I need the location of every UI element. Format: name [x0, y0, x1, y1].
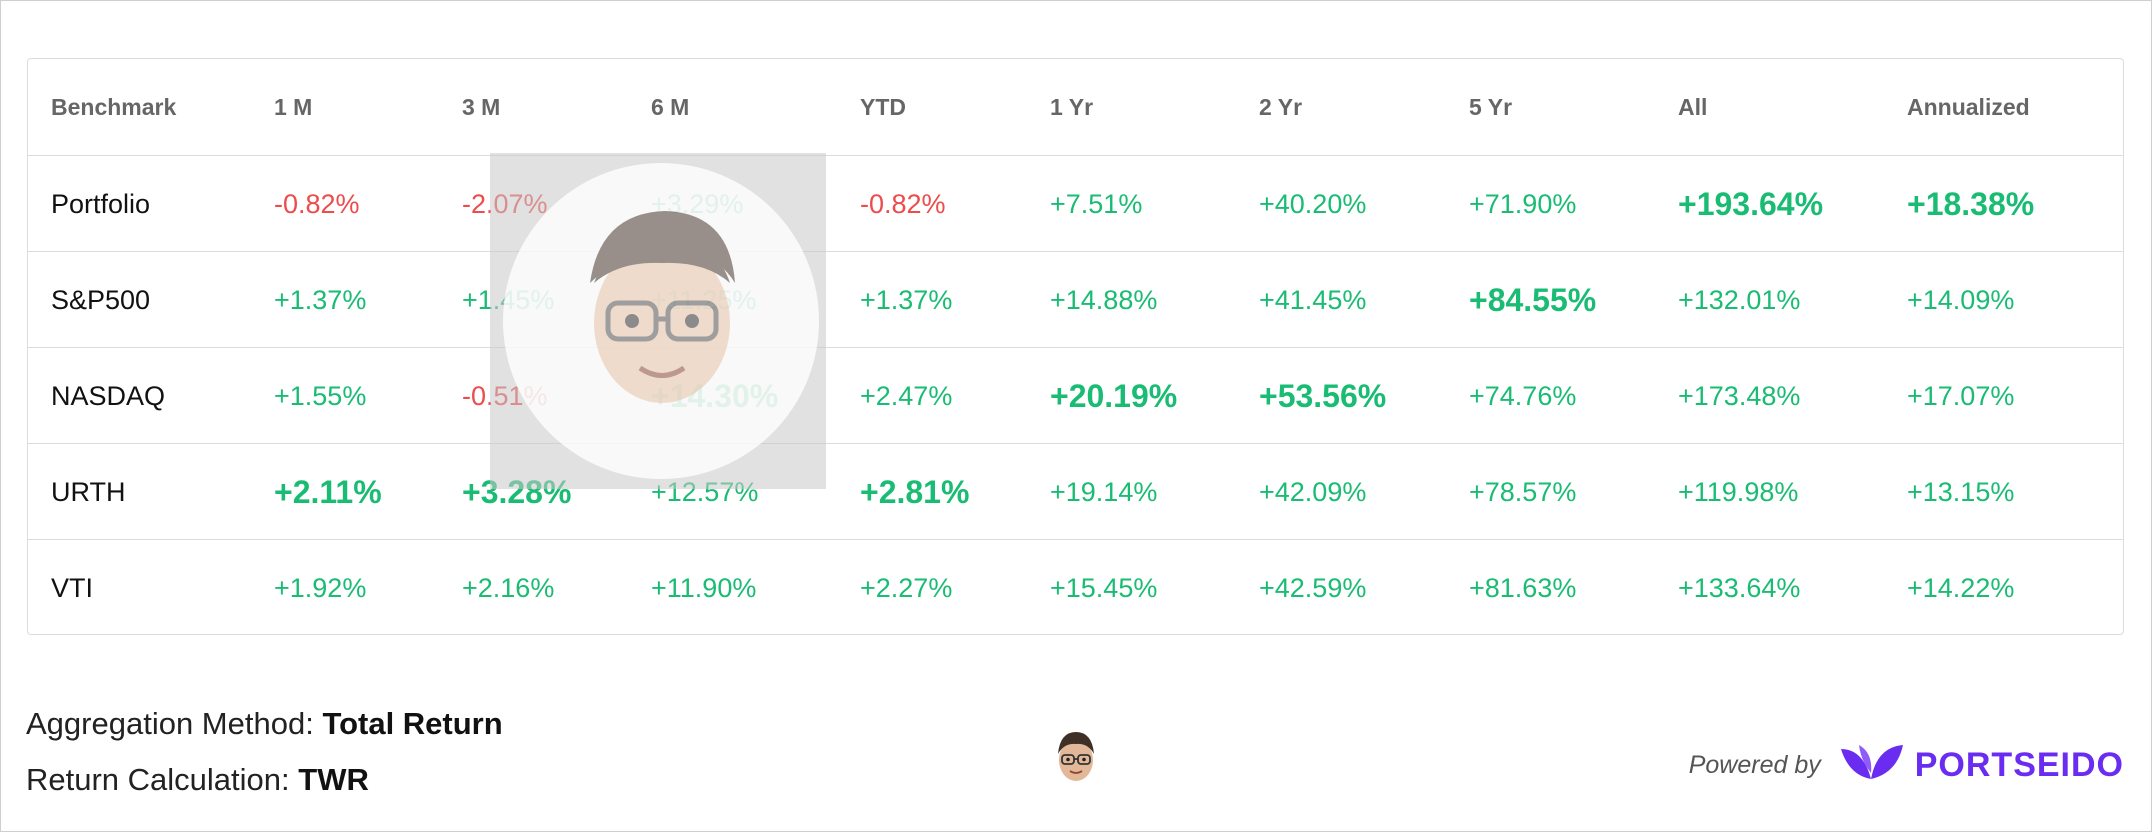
return-value-cell: +11.25% [651, 284, 757, 315]
return-value-cell: +53.56% [1259, 377, 1387, 414]
return-value-cell: +81.63% [1469, 572, 1577, 603]
table-row: VTI +1.92% +2.16% +11.90% +2.27% +15.45% +42.5… [28, 539, 2123, 636]
column-header[interactable]: YTD [860, 93, 906, 120]
return-calculation: Return Calculation: TWR [26, 762, 369, 798]
return-value-cell: +132.01% [1678, 284, 1801, 315]
powered-by-badge[interactable]: Powered by PORTSEIDO [1689, 743, 2124, 788]
return-value-cell: +133.64% [1678, 572, 1801, 603]
return-value-cell: +1.92% [274, 572, 367, 603]
table-header-row: Benchmark 1 M 3 M 6 M YTD 1 Yr 2 Yr 5 Yr All Annu… [28, 59, 2123, 155]
aggregation-label: Aggregation Method: [26, 706, 314, 741]
return-value-cell: +2.81% [860, 473, 970, 510]
aggregation-method: Aggregation Method: Total Return [26, 706, 503, 742]
benchmark-name: Portfolio [51, 188, 151, 219]
return-value-cell: +3.29% [651, 188, 744, 219]
column-header[interactable]: 1 Yr [1050, 93, 1094, 120]
table-row: NASDAQ +1.55% -0.51% +14.30% +2.47% +20.19% +5… [28, 347, 2123, 444]
portseido-logo-icon [1839, 743, 1905, 788]
return-value-cell: +173.48% [1678, 380, 1801, 411]
memoji-avatar-icon [1050, 726, 1102, 791]
return-value-cell: +1.37% [860, 284, 953, 315]
return-value-cell: +84.55% [1469, 281, 1597, 318]
column-header[interactable]: Annualized [1907, 93, 2030, 120]
benchmark-name: URTH [51, 476, 126, 507]
return-value-cell: +17.07% [1907, 380, 2015, 411]
return-value-cell: -2.07% [462, 188, 548, 219]
return-value-cell: +1.55% [274, 380, 367, 411]
return-value-cell: +14.88% [1050, 284, 1158, 315]
benchmark-name: VTI [51, 572, 94, 603]
benchmark-table: Benchmark 1 M 3 M 6 M YTD 1 Yr 2 Yr 5 Yr All Annu… [27, 58, 2124, 635]
return-value-cell: +11.90% [651, 572, 757, 603]
return-value-cell: +40.20% [1259, 188, 1367, 219]
return-value-cell: -0.51% [462, 380, 548, 411]
table-row: URTH +2.11% +3.28% +12.57% +2.81% +19.14% +42.… [28, 443, 2123, 540]
return-value-cell: +18.38% [1907, 185, 2035, 222]
column-header[interactable]: Benchmark [51, 93, 177, 120]
return-value-cell: +2.27% [860, 572, 953, 603]
return-value-cell: +12.57% [651, 476, 759, 507]
column-header[interactable]: 6 M [651, 93, 690, 120]
return-value-cell: +2.11% [274, 473, 382, 510]
return-value-cell: +14.30% [651, 377, 779, 414]
portseido-brand-name: PORTSEIDO [1914, 746, 2124, 784]
powered-by-label: Powered by [1688, 751, 1821, 779]
return-value-cell: +14.09% [1907, 284, 2015, 315]
return-value-cell: +74.76% [1469, 380, 1577, 411]
return-value-cell: +20.19% [1050, 377, 1178, 414]
column-header[interactable]: 5 Yr [1469, 93, 1513, 120]
table-row: Portfolio -0.82% -2.07% +3.29% -0.82% +7.51% +… [28, 155, 2123, 252]
aggregation-value: Total Return [322, 706, 503, 741]
return-value-cell: +19.14% [1050, 476, 1158, 507]
return-value-cell: +2.47% [860, 380, 953, 411]
return-value-cell: +193.64% [1678, 185, 1824, 222]
return-value-cell: +119.98% [1678, 476, 1799, 507]
return-value-cell: +2.16% [462, 572, 555, 603]
return-value-cell: +1.37% [274, 284, 367, 315]
table-row: S&P500 +1.37% +1.45% +11.25% +1.37% +14.88% +4… [28, 251, 2123, 348]
return-value-cell: -0.82% [274, 188, 360, 219]
column-header[interactable]: All [1678, 93, 1708, 120]
return-value-cell: +78.57% [1469, 476, 1577, 507]
return-value-cell: +14.22% [1907, 572, 2015, 603]
return-value-cell: +13.15% [1907, 476, 2015, 507]
return-value-cell: +3.28% [462, 473, 572, 510]
return-value-cell: -0.82% [860, 188, 946, 219]
return-value-cell: +1.45% [462, 284, 555, 315]
return-label: Return Calculation: [26, 762, 290, 797]
return-value-cell: +15.45% [1050, 572, 1158, 603]
column-header[interactable]: 3 M [462, 93, 501, 120]
column-header[interactable]: 2 Yr [1259, 93, 1303, 120]
return-value-cell: +42.59% [1259, 572, 1367, 603]
benchmark-name: NASDAQ [51, 380, 166, 411]
return-value-cell: +7.51% [1050, 188, 1143, 219]
return-value-cell: +42.09% [1259, 476, 1367, 507]
column-header[interactable]: 1 M [274, 93, 313, 120]
benchmark-name: S&P500 [51, 284, 151, 315]
return-value-cell: +71.90% [1469, 188, 1577, 219]
return-value: TWR [298, 762, 369, 797]
return-value-cell: +41.45% [1259, 284, 1367, 315]
